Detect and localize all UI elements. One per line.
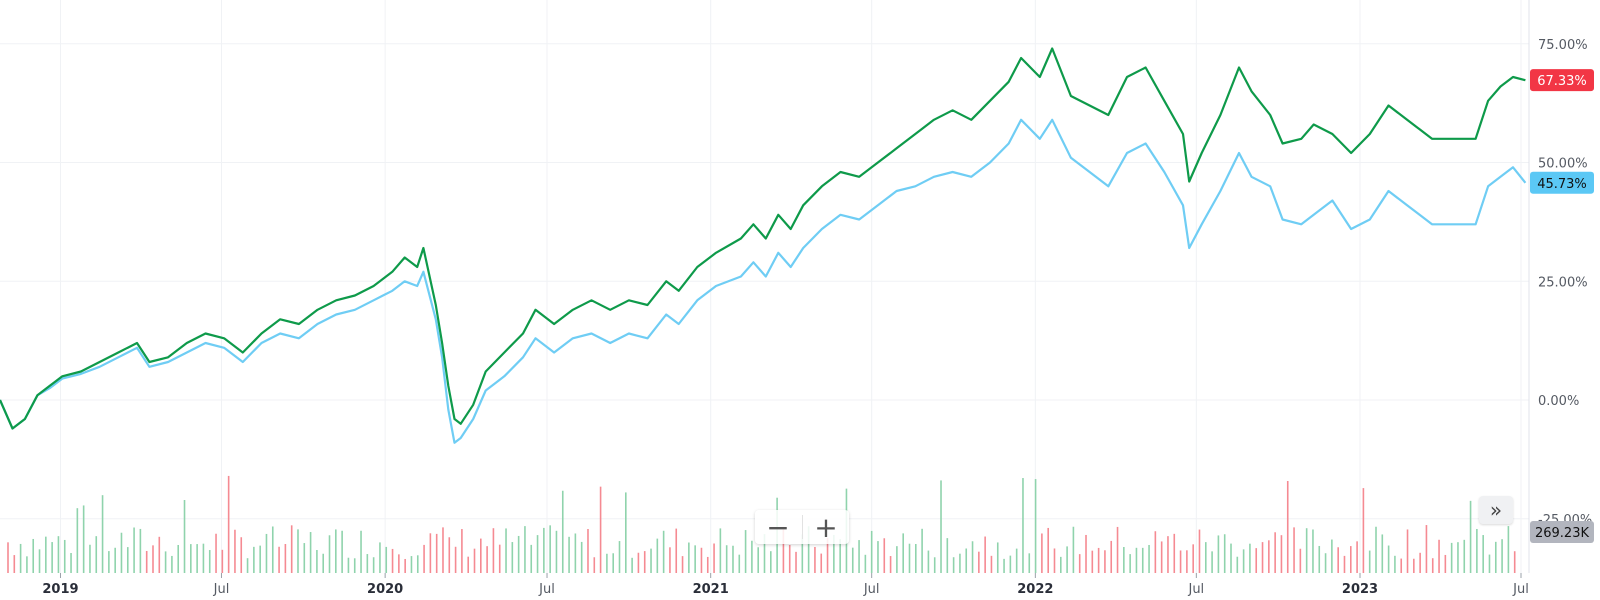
y-tick-label: 0.00%	[1538, 394, 1579, 409]
series-last-value-badge-text: 45.73%	[1537, 177, 1587, 192]
last-value-labels: 67.33% 45.73% 269.23K	[1530, 69, 1594, 543]
series-lines	[0, 47, 1527, 444]
x-tick-label: 2019	[42, 582, 78, 597]
x-tick-label: Jul	[1187, 582, 1204, 597]
x-tick-label: 2023	[1342, 582, 1378, 597]
zoom-out-button[interactable]: −	[766, 510, 790, 544]
series-line	[0, 118, 1527, 444]
zoom-in-button[interactable]: +	[814, 510, 838, 544]
zoom-divider	[801, 515, 803, 539]
y-tick-label: 25.00%	[1538, 275, 1588, 290]
series-last-value-badge: 45.73%	[1530, 171, 1594, 194]
x-tick-label: 2022	[1017, 582, 1053, 597]
y-tick-label: 75.00%	[1538, 38, 1588, 53]
y-axis: 75.00%50.00%25.00%0.00%-25.00%	[1538, 38, 1592, 528]
zoom-controls: − +	[755, 510, 849, 544]
scroll-to-realtime-button[interactable]: »	[1479, 496, 1513, 524]
y-tick-label: 50.00%	[1538, 157, 1588, 172]
x-tick-label: Jul	[1512, 582, 1529, 597]
volume-last-value-badge-text: 269.23K	[1535, 526, 1589, 541]
x-tick-label: 2021	[693, 582, 729, 597]
x-tick-label: 2020	[367, 582, 403, 597]
volume-last-value-badge: 269.23K	[1530, 521, 1594, 543]
x-tick-label: Jul	[863, 582, 880, 597]
x-tick-label: Jul	[538, 582, 555, 597]
series-line	[0, 47, 1526, 430]
x-axis: 2019 Jul 2020 Jul 2021 Jul 2022 Jul 2023 Jul	[42, 573, 1529, 597]
series-last-value-badge: 67.33%	[1530, 69, 1594, 92]
x-tick-label: Jul	[213, 582, 230, 597]
series-last-value-badge-text: 67.33%	[1537, 74, 1587, 89]
